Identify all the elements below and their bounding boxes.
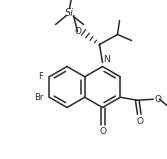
Text: O: O [154, 95, 161, 104]
Text: O: O [74, 27, 81, 36]
Text: N: N [104, 55, 110, 65]
Text: O: O [137, 117, 144, 126]
Text: F: F [38, 72, 43, 81]
Text: Br: Br [34, 93, 43, 102]
Text: O: O [99, 128, 106, 136]
Text: Si: Si [65, 7, 74, 17]
